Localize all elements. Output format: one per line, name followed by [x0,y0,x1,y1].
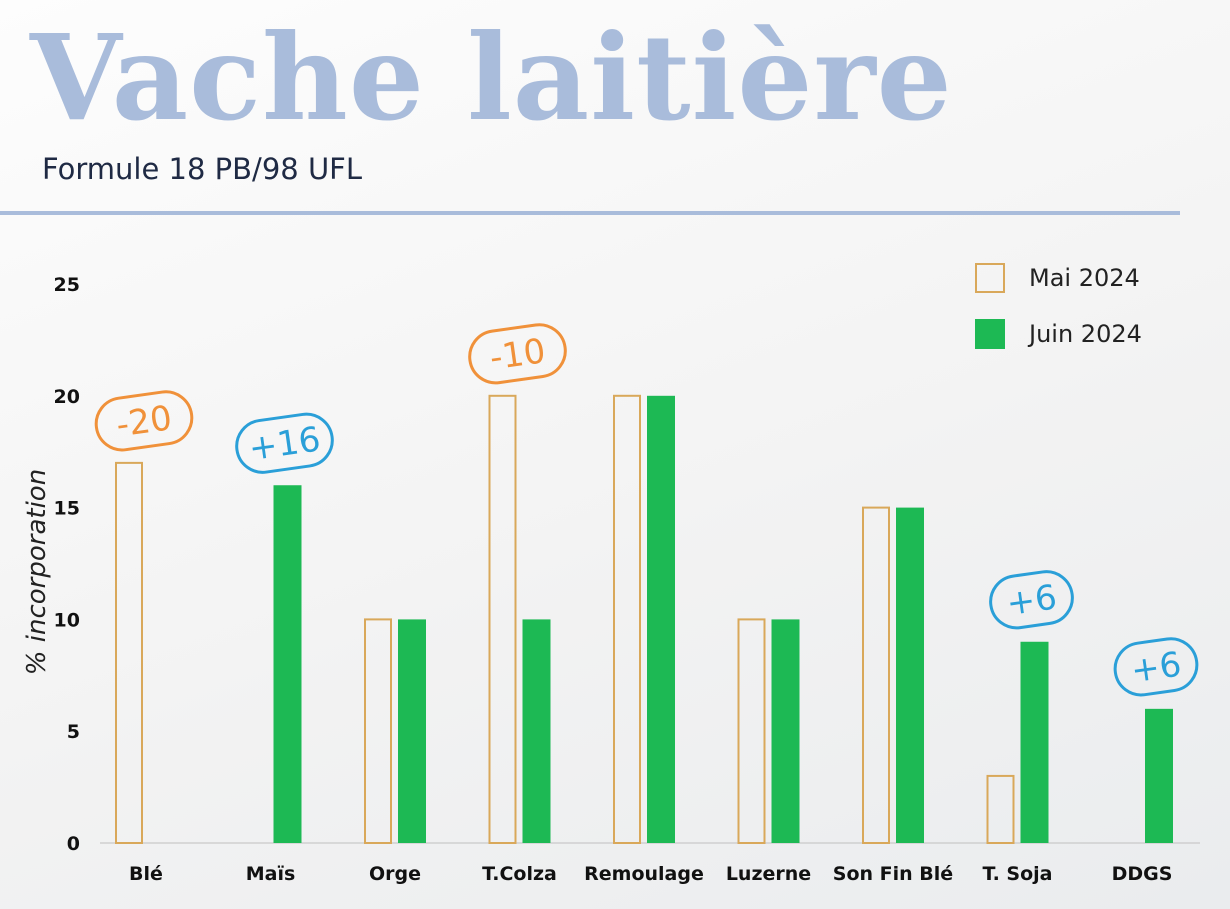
x-tick-label: Son Fin Blé [833,863,953,885]
x-tick-label: Remoulage [584,863,704,885]
change-badge-outline [235,412,334,474]
change-badge-outline [1113,637,1199,697]
bar-mai-son-fin-ble [862,506,890,844]
x-tick-label: Luzerne [726,863,811,885]
bar-juin-t-soja [1020,641,1049,843]
bar-mai-t-colza [488,394,517,844]
bar-mai-ble [115,461,143,844]
bar-mai-luzerne [737,618,766,845]
change-badge: -10 [468,323,567,385]
y-axis-label: % incorporation [22,469,52,675]
change-badge: +6 [989,570,1074,630]
bar-juin-son-fin-ble [896,507,924,843]
bar-mai-t-soja [986,774,1015,844]
change-badge: +6 [1113,637,1199,697]
change-badge-outline [989,570,1074,630]
bar-juin-t-colza [522,619,551,843]
x-tick-label: Blé [129,863,163,885]
legend-label-mai: Mai 2024 [1029,264,1140,292]
change-badge: +16 [235,412,334,474]
legend-swatch-juin [975,319,1005,349]
y-tick-label: 25 [54,274,80,296]
change-badge-label: -20 [114,398,175,445]
page-subtitle: Formule 18 PB/98 UFL [42,152,363,186]
legend-item-mai: Mai 2024 [975,260,1195,296]
x-tick-label: T.Colza [482,863,557,885]
change-badge-label: +6 [1004,577,1059,624]
bar-mai-orge [364,618,392,845]
legend-label-juin: Juin 2024 [1029,320,1142,348]
legend-swatch-mai [975,263,1005,293]
chart-legend: Mai 2024 Juin 2024 [975,260,1195,372]
change-badge-outline [94,390,194,452]
y-tick-label: 20 [54,386,80,408]
header-divider [0,211,1180,215]
change-badge-label: +6 [1129,645,1184,692]
x-tick-label: T. Soja [983,863,1053,885]
change-badge-label: -10 [487,331,548,378]
bar-juin-luzerne [771,619,800,843]
bar-juin-remoulage [647,395,675,843]
legend-item-juin: Juin 2024 [975,316,1195,352]
bar-mai-remoulage [613,394,641,844]
page-title: Vache laitière [30,8,953,147]
change-badge: -20 [94,390,194,452]
bar-juin-orge [398,619,426,843]
y-tick-label: 10 [54,609,80,631]
x-tick-label: DDGS [1112,863,1173,885]
bar-juin-mais [273,485,302,843]
x-tick-label: Maïs [246,863,296,885]
change-badge-outline [468,323,567,385]
x-tick-label: Orge [369,863,421,885]
bar-juin-ddgs [1145,708,1173,843]
y-tick-label: 5 [67,721,80,743]
y-tick-label: 0 [67,833,80,855]
change-badge-label: +16 [246,419,323,469]
y-tick-label: 15 [54,498,80,520]
